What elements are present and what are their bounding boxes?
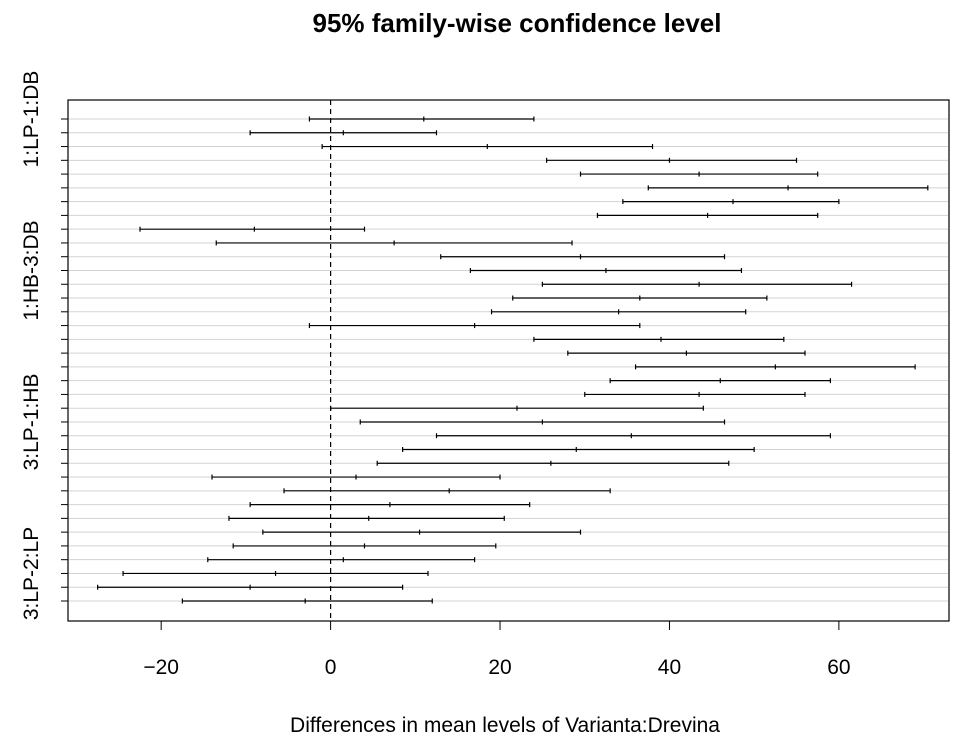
x-tick-label: 0 — [325, 656, 337, 679]
x-tick-label: 60 — [827, 656, 850, 679]
x-tick-label: 40 — [658, 656, 681, 679]
x-axis-label: Differences in mean levels of Varianta:D… — [290, 714, 720, 737]
plot-area: 1:LP-1:DB 1:HB-3:DB 3:LP-1:HB 3:LP-2:LP −20 0… — [20, 71, 950, 679]
plot-frame — [67, 99, 950, 622]
chart-title: 95% family-wise confidence level — [313, 8, 722, 38]
y-tick-label: 3:LP-2:LP — [20, 527, 43, 620]
x-tick-label: 20 — [488, 656, 511, 679]
y-tick-label: 3:LP-1:HB — [20, 374, 43, 471]
y-tick-label: 1:LP-1:DB — [20, 71, 43, 168]
x-tick-label: −20 — [143, 656, 179, 679]
y-tick-label: 1:HB-3:DB — [20, 220, 43, 320]
